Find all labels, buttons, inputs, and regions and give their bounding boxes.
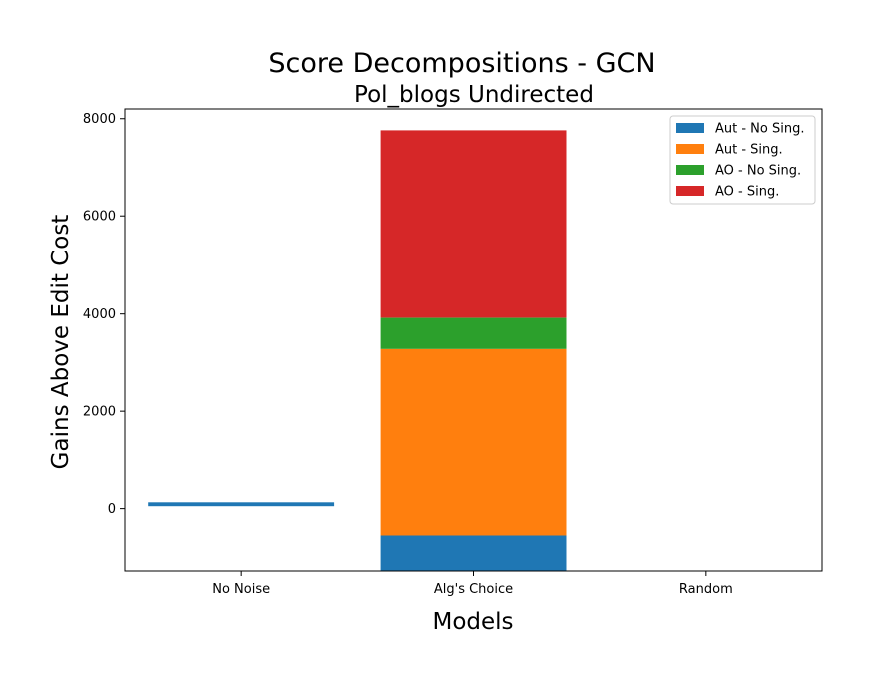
- y-axis-label: Gains Above Edit Cost: [48, 215, 74, 470]
- y-tick-label-1: 2000: [83, 405, 116, 420]
- bars-layer: [148, 130, 567, 571]
- bar-segment-1-1: [380, 348, 567, 536]
- legend-swatch-3: [676, 186, 704, 196]
- bar-segment-0-1: [380, 535, 567, 571]
- legend-label-1: Aut - Sing.: [715, 143, 783, 158]
- legend-label-3: AO - Sing.: [715, 185, 779, 200]
- legend-frame: [669, 115, 816, 205]
- y-tick-label-0: 0: [108, 502, 116, 517]
- legend-label-2: AO - No Sing.: [715, 164, 801, 179]
- x-tick-label-0: No Noise: [212, 582, 270, 597]
- bar-segment-0-0: [148, 502, 335, 507]
- bar-segment-2-1: [380, 317, 567, 349]
- y-tick-label-2: 4000: [83, 307, 116, 322]
- legend-label-0: Aut - No Sing.: [715, 122, 804, 137]
- legend-swatch-0: [676, 123, 704, 133]
- chart-title: Score Decompositions - GCN: [268, 48, 655, 79]
- legend-swatch-2: [676, 165, 704, 175]
- x-tick-label-1: Alg's Choice: [434, 582, 513, 597]
- x-axis-label: Models: [432, 609, 513, 635]
- legend-swatch-1: [676, 144, 704, 154]
- y-tick-label-4: 8000: [83, 112, 116, 127]
- x-tick-label-2: Random: [679, 582, 733, 597]
- legend: Aut - No Sing. Aut - Sing. AO - No Sing. AO…: [669, 115, 816, 205]
- chart-subtitle: Pol_blogs Undirected: [354, 82, 594, 108]
- y-axis: 0 2000 4000 6000 8000: [83, 112, 125, 517]
- bar-segment-3-1: [380, 130, 567, 318]
- y-tick-label-3: 6000: [83, 210, 116, 225]
- x-axis: No Noise Alg's Choice Random: [212, 571, 733, 597]
